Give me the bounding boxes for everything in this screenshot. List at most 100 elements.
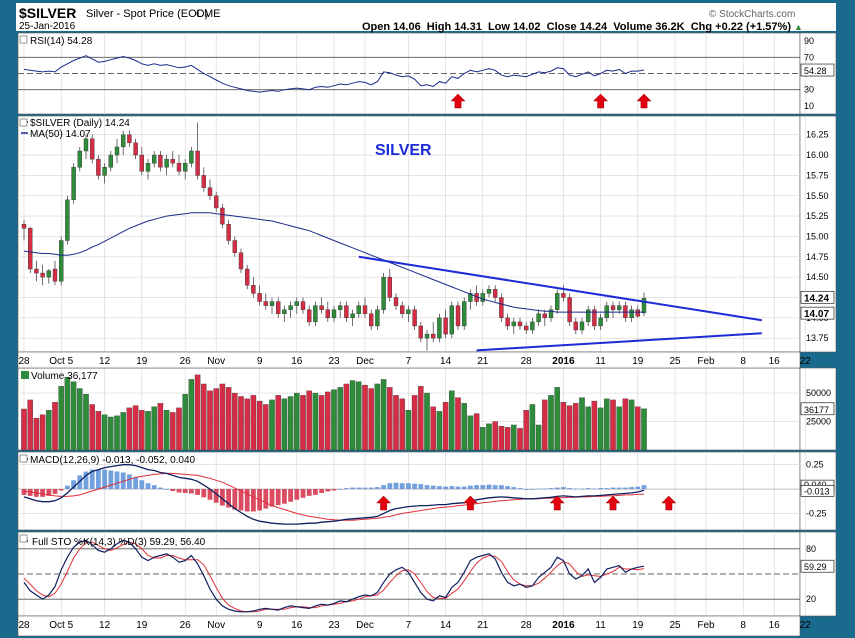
macd-histogram-bar [238, 489, 244, 511]
macd-histogram-bar [492, 485, 498, 490]
volume-bar [560, 402, 567, 451]
volume-bar [201, 383, 207, 451]
price-value-tag [800, 306, 835, 320]
candle-body [176, 162, 182, 172]
volume-bar [622, 398, 629, 451]
macd-histogram-bar [226, 489, 231, 508]
macd-histogram-bar [511, 487, 517, 490]
candle-body [139, 154, 145, 172]
macd-legend-label: MACD(12,26,9) -0.013, -0.052, 0.040 [30, 455, 196, 466]
volume-bar [517, 428, 523, 451]
macd-histogram-bar [412, 483, 417, 490]
macd-histogram-bar [120, 472, 126, 490]
volume-bar [250, 395, 257, 451]
candle-body [406, 309, 411, 314]
volume-bar [157, 403, 164, 451]
macd-histogram-bar [430, 485, 436, 490]
candle-body [164, 158, 169, 168]
macd-histogram-bar [96, 469, 101, 490]
volume-bar [343, 383, 350, 451]
panels: 28 Oct 5 12 19 26 Nov 9 16 23 Dec 7 14 21 28 2016 11 19 2… [17, 32, 837, 637]
candle-body [424, 333, 430, 339]
macd-value-tag-text: -0.013 [804, 486, 830, 496]
macd-histogram-bar [164, 489, 169, 490]
volume-bar [52, 402, 58, 451]
x-tick-label: 25 [669, 620, 681, 631]
macd-histogram-bar [629, 487, 634, 490]
x-tick-label: 28 [521, 620, 533, 631]
x-tick-label: 8 [740, 620, 746, 631]
price-legend-label: $SILVER (Daily) 14.24 [30, 118, 130, 129]
macd-value-tag [800, 485, 835, 497]
candle-body [34, 268, 39, 274]
vol-value-tag-text: 36177 [804, 405, 829, 415]
volume-bar [101, 414, 108, 451]
candle-body [59, 240, 64, 282]
x-tick-label: 23 [328, 620, 340, 631]
candle-body [542, 313, 547, 319]
x-tick-label: Nov [207, 620, 225, 631]
macd-histogram-bar [282, 489, 287, 504]
candle-body [356, 305, 361, 314]
volume-bar [374, 383, 381, 451]
macd-histogram-bar [89, 469, 95, 490]
volume-bar [424, 392, 430, 451]
volume-bar [411, 395, 418, 451]
macd-histogram-bar [294, 489, 300, 500]
sto-k-line [23, 539, 645, 613]
candle-body [195, 150, 200, 176]
volume-bar [238, 396, 244, 451]
volume-bar [170, 412, 176, 451]
volume-bar [331, 389, 337, 451]
price-tick-label: 15.25 [806, 211, 829, 221]
sto-tick-label: 80 [806, 544, 816, 554]
macd-histogram-bar [542, 488, 548, 490]
candle-body [629, 309, 634, 319]
change-up-icon: ▲ [794, 22, 803, 32]
volume-bar [604, 398, 610, 451]
volume-bar [349, 380, 356, 451]
macd-histogram-bar [325, 489, 331, 492]
volume-bar [455, 397, 461, 451]
candle-body [307, 309, 312, 323]
macd-histogram-bar [337, 489, 343, 490]
x-tick-label: 25 [669, 356, 681, 367]
x-tick-label: 23 [328, 356, 340, 367]
annotation-up-arrow-icon [592, 93, 609, 109]
candle-body [610, 305, 616, 310]
x-tick-label: 28 [18, 356, 30, 367]
volume-bar [591, 400, 598, 451]
x-axis-row [17, 351, 801, 369]
volume-bar [616, 406, 622, 451]
volume-bar [325, 391, 331, 451]
x-tick-label: 12 [99, 356, 111, 367]
candle-body [52, 268, 58, 282]
volume-bar [83, 394, 89, 451]
x-tick-label: Dec [356, 620, 374, 631]
candle-body [517, 321, 523, 327]
macd-histogram-bar [387, 483, 393, 490]
macd-histogram-bar [251, 489, 256, 512]
candle-body [77, 150, 83, 168]
macd-histogram-bar [133, 477, 138, 490]
volume-bar [244, 398, 250, 451]
candle-body [145, 162, 151, 172]
macd-histogram-bar [375, 487, 380, 490]
candle-body [251, 285, 256, 294]
macd-histogram-bar [393, 482, 399, 490]
panel-collapse-icon [19, 35, 28, 44]
macd-histogram-bar [585, 488, 591, 490]
volume-bar [139, 409, 145, 451]
volume-bar [306, 390, 312, 451]
candle-body [437, 317, 442, 339]
candle-body [641, 298, 647, 314]
volume-bar [486, 423, 492, 451]
candle-body [300, 301, 306, 310]
annotation-up-arrow-icon [462, 495, 479, 511]
candle-body [536, 313, 541, 323]
sto-value-tag [800, 559, 835, 573]
x-tick-label: 16 [291, 620, 303, 631]
volume-bar [77, 388, 83, 451]
volume-bar [132, 405, 139, 451]
